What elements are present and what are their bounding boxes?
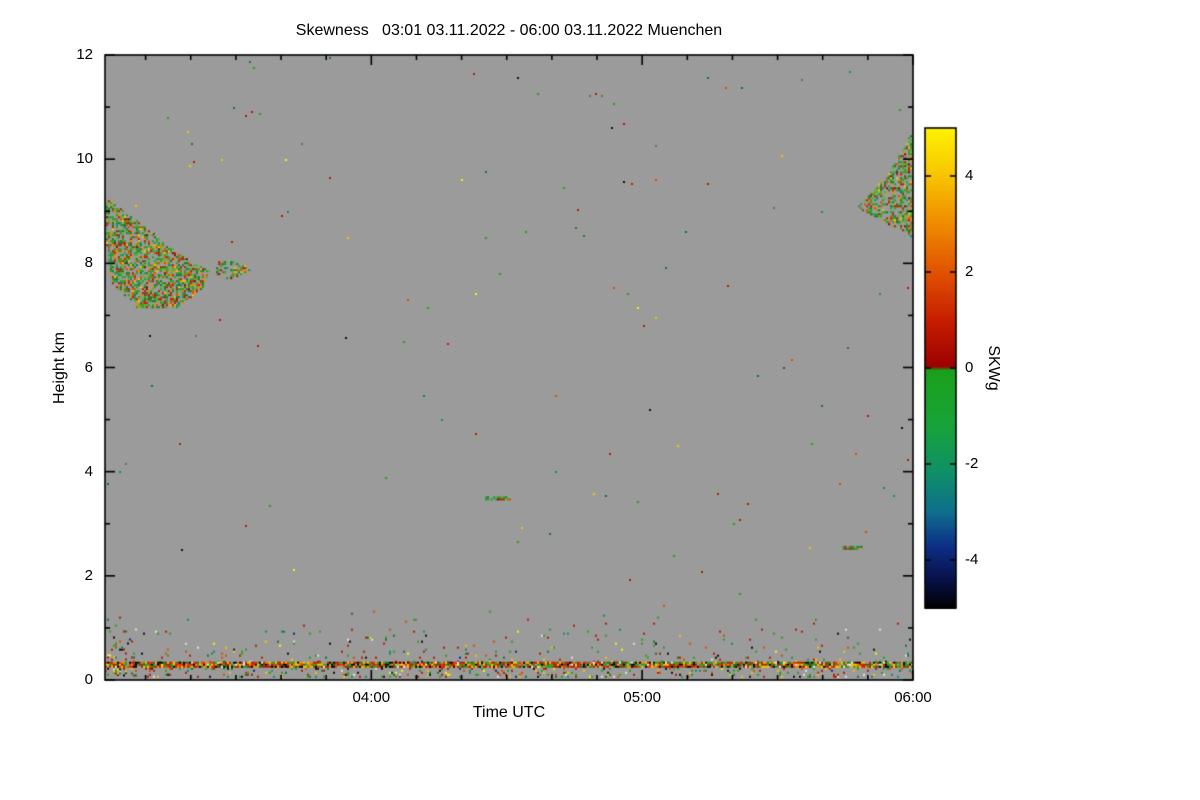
y-tick-label: 10 bbox=[76, 150, 93, 168]
y-tick-label: 4 bbox=[84, 462, 93, 480]
colorbar-tick-label: 4 bbox=[965, 167, 974, 184]
colorbar-tick-label: 2 bbox=[965, 263, 974, 280]
y-tick-label: 2 bbox=[84, 566, 93, 584]
y-tick-label: 12 bbox=[76, 46, 93, 63]
x-axis-label: Time UTC bbox=[472, 704, 546, 721]
colorbar-label: SKWg bbox=[985, 345, 1002, 391]
colorbar-tick-label: -2 bbox=[965, 455, 979, 472]
y-tick-label: 8 bbox=[84, 254, 93, 272]
colorbar-tick-label: -4 bbox=[965, 551, 979, 568]
x-tick-label: 04:00 bbox=[352, 689, 391, 706]
x-tick-label: 05:00 bbox=[623, 689, 661, 706]
chart-title: Skewness 03:01 03.11.2022 - 06:00 03.11.… bbox=[295, 22, 723, 39]
y-tick-label: 0 bbox=[84, 671, 93, 688]
x-tick-label: 06:00 bbox=[894, 689, 932, 706]
y-tick-label: 6 bbox=[84, 358, 93, 376]
colorbar-tick-label: 0 bbox=[965, 359, 974, 376]
